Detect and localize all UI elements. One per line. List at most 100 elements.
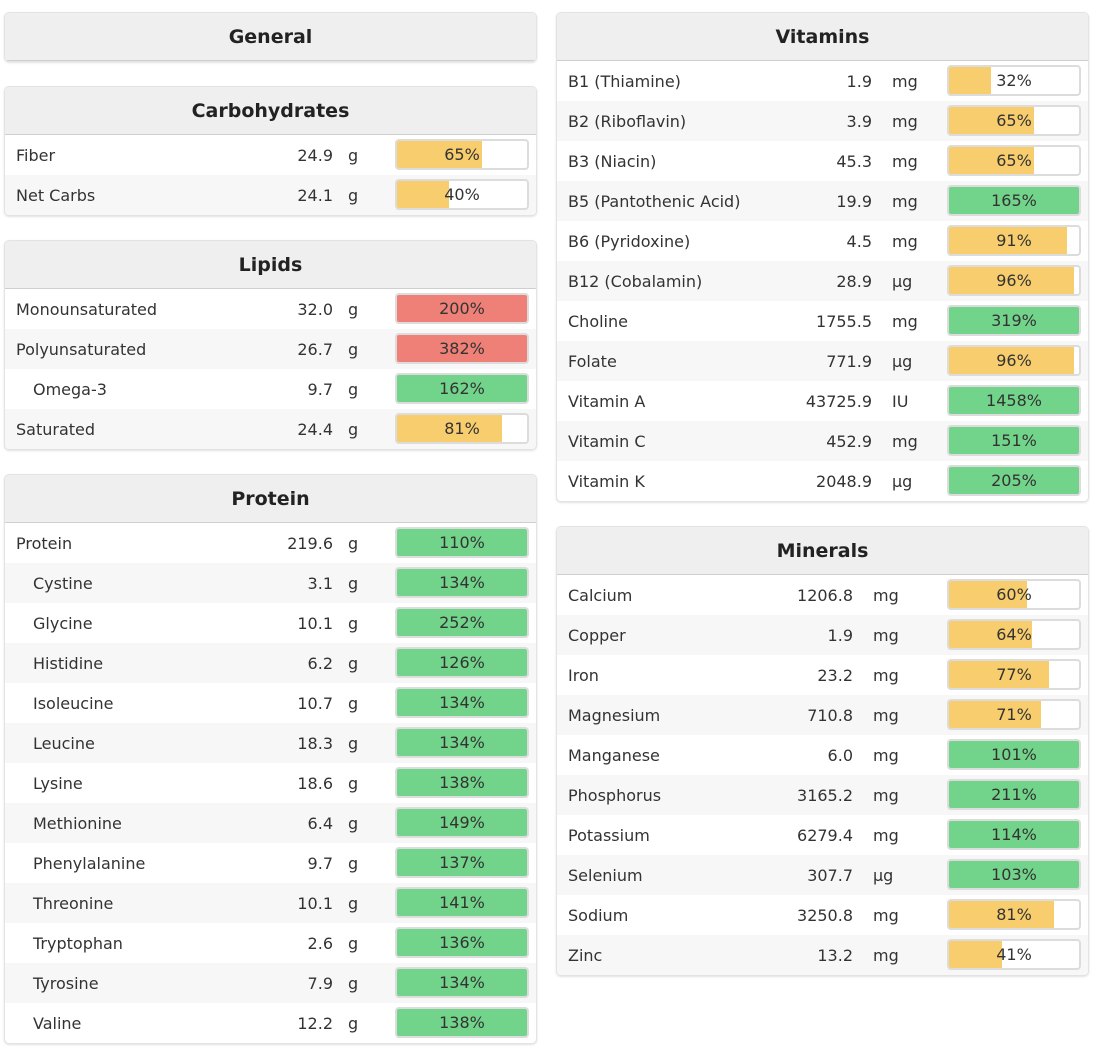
progress-bar: 40%: [395, 179, 529, 210]
nutrient-name: B6 (Pyridoxine): [568, 231, 691, 251]
progress-percent: 65%: [444, 145, 480, 164]
progress-percent: 91%: [996, 231, 1032, 250]
nutrient-amount: 23.2: [817, 665, 853, 685]
progress-bar: 65%: [947, 145, 1081, 176]
nutrient-name: Monounsaturated: [16, 299, 158, 319]
nutrient-name: Methionine: [33, 813, 122, 833]
nutrient-name: Vitamin A: [568, 391, 646, 411]
progress-bar: 114%: [947, 819, 1081, 850]
nutrient-name: Potassium: [568, 825, 650, 845]
progress-percent: 114%: [991, 825, 1037, 844]
progress-fill: [397, 529, 527, 556]
nutrient-row: Protein 219.6 g 110%: [5, 523, 536, 563]
progress-percent: 138%: [439, 773, 485, 792]
progress-percent: 319%: [991, 311, 1037, 330]
nutrient-row: Vitamin A 43725.9 IU 1458%: [557, 381, 1088, 421]
nutrient-unit: mg: [873, 945, 899, 965]
nutrient-unit: g: [348, 653, 359, 673]
nutrient-row: Phenylalanine 9.7 g 137%: [5, 843, 536, 883]
progress-bar: 211%: [947, 779, 1081, 810]
nutrient-amount: 710.8: [807, 705, 853, 725]
nutrient-row: Vitamin C 452.9 mg 151%: [557, 421, 1088, 461]
progress-fill: [949, 467, 1079, 494]
nutrient-row: Valine 12.2 g 138%: [5, 1003, 536, 1043]
progress-fill: [949, 227, 1068, 254]
progress-percent: 96%: [996, 351, 1032, 370]
nutrient-amount: 43725.9: [805, 391, 872, 411]
progress-percent: 41%: [996, 945, 1032, 964]
nutrient-amount: 9.7: [307, 853, 333, 873]
progress-fill: [397, 889, 527, 916]
nutrient-unit: mg: [892, 151, 918, 171]
nutrient-row: Lysine 18.6 g 138%: [5, 763, 536, 803]
nutrient-row: Histidine 6.2 g 126%: [5, 643, 536, 683]
progress-percent: 134%: [439, 733, 485, 752]
progress-percent: 40%: [444, 185, 480, 204]
nutrient-row: Monounsaturated 32.0 g 200%: [5, 289, 536, 329]
nutrient-row: Polyunsaturated 26.7 g 382%: [5, 329, 536, 369]
progress-bar: 134%: [395, 687, 529, 718]
nutrient-name: Glycine: [33, 613, 93, 633]
nutrient-unit: µg: [892, 271, 913, 291]
nutrient-amount: 6.4: [307, 813, 333, 833]
nutrient-amount: 1.9: [827, 625, 853, 645]
nutrient-row: B12 (Cobalamin) 28.9 µg 96%: [557, 261, 1088, 301]
progress-bar: 134%: [395, 967, 529, 998]
nutrient-name: Isoleucine: [33, 693, 114, 713]
progress-percent: 151%: [991, 431, 1037, 450]
nutrient-row: Vitamin K 2048.9 µg 205%: [557, 461, 1088, 501]
nutrient-amount: 19.9: [836, 191, 872, 211]
progress-fill: [397, 335, 527, 362]
nutrient-unit: mg: [873, 665, 899, 685]
nutrient-row: Folate 771.9 µg 96%: [557, 341, 1088, 381]
nutrient-amount: 10.1: [297, 893, 333, 913]
progress-fill: [397, 649, 527, 676]
nutrient-name: B3 (Niacin): [568, 151, 657, 171]
progress-percent: 126%: [439, 653, 485, 672]
progress-fill: [397, 969, 527, 996]
nutrient-row: Isoleucine 10.7 g 134%: [5, 683, 536, 723]
nutrient-unit: g: [348, 933, 359, 953]
nutrient-amount: 6.2: [307, 653, 333, 673]
nutrient-name: Calcium: [568, 585, 633, 605]
progress-bar: 138%: [395, 1007, 529, 1038]
progress-bar: 65%: [395, 139, 529, 170]
progress-fill: [397, 569, 527, 596]
progress-bar: 165%: [947, 185, 1081, 216]
nutrient-row: Fiber 24.9 g 65%: [5, 135, 536, 175]
progress-percent: 134%: [439, 573, 485, 592]
nutrient-amount: 45.3: [836, 151, 872, 171]
nutrient-amount: 3.9: [846, 111, 872, 131]
nutrient-amount: 3250.8: [797, 905, 853, 925]
progress-bar: 101%: [947, 739, 1081, 770]
lipids-rows: Monounsaturated 32.0 g 200% Polyunsaturated 2…: [5, 289, 536, 449]
progress-percent: 149%: [439, 813, 485, 832]
progress-fill: [949, 347, 1074, 374]
nutrient-name: Vitamin C: [568, 431, 646, 451]
progress-fill: [397, 1009, 527, 1036]
progress-percent: 101%: [991, 745, 1037, 764]
nutrient-row: B3 (Niacin) 45.3 mg 65%: [557, 141, 1088, 181]
progress-percent: 165%: [991, 191, 1037, 210]
nutrient-name: Saturated: [16, 419, 96, 439]
progress-bar: 96%: [947, 265, 1081, 296]
progress-percent: 252%: [439, 613, 485, 632]
progress-percent: 141%: [439, 893, 485, 912]
nutrient-name: Selenium: [568, 865, 643, 885]
nutrient-amount: 1.9: [846, 71, 872, 91]
progress-fill: [949, 741, 1079, 768]
nutrient-amount: 32.0: [297, 299, 333, 319]
nutrient-row: Phosphorus 3165.2 mg 211%: [557, 775, 1088, 815]
nutrient-row: B6 (Pyridoxine) 4.5 mg 91%: [557, 221, 1088, 261]
nutrient-unit: g: [348, 853, 359, 873]
progress-percent: 103%: [991, 865, 1037, 884]
progress-percent: 134%: [439, 693, 485, 712]
progress-bar: 252%: [395, 607, 529, 638]
nutrient-name: Vitamin K: [568, 471, 645, 491]
nutrient-unit: g: [348, 533, 359, 553]
nutrient-unit: g: [348, 813, 359, 833]
general-title: General: [5, 13, 536, 61]
nutrient-name: Tryptophan: [33, 933, 123, 953]
progress-bar: 205%: [947, 465, 1081, 496]
progress-bar: 77%: [947, 659, 1081, 690]
